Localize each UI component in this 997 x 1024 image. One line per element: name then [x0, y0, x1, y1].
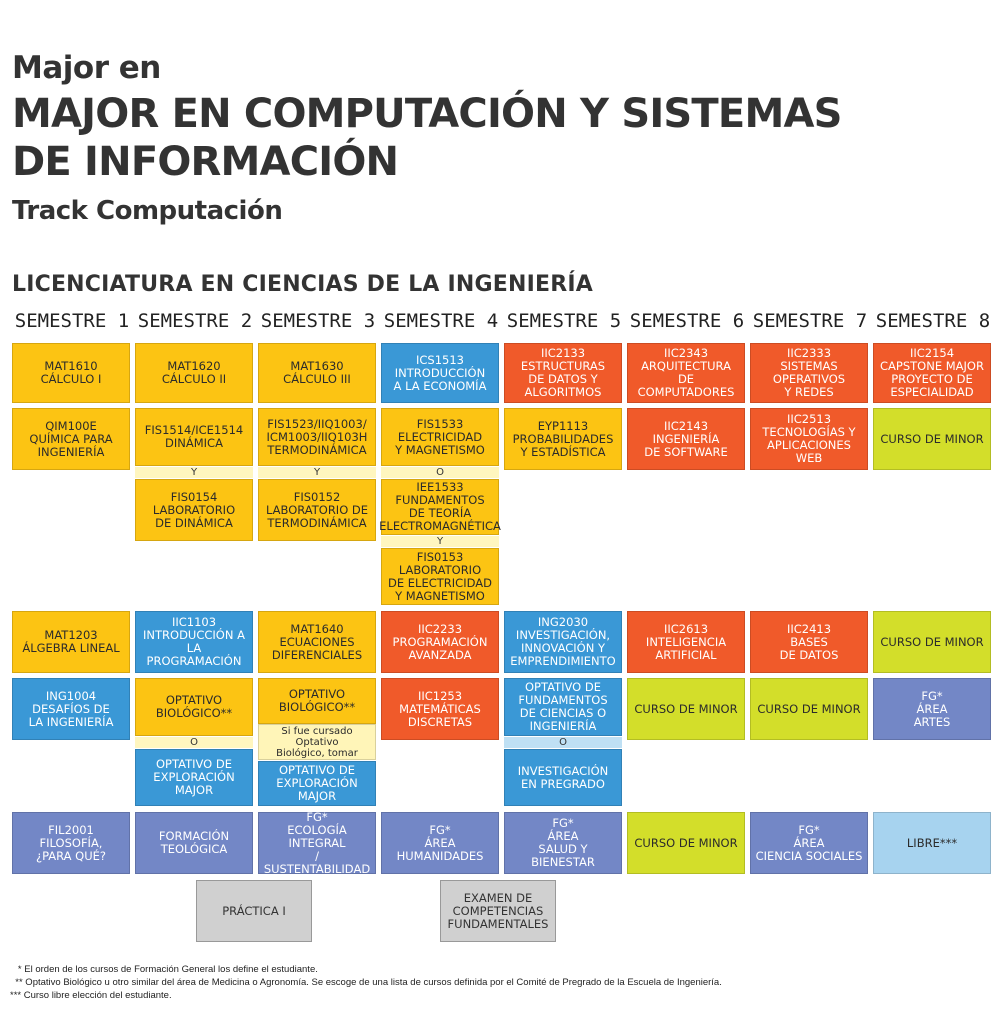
course-fg-humanidades: FG* ÁREA HUMANIDADES — [381, 812, 499, 874]
course-mat1620: MAT1620 CÁLCULO II — [135, 343, 253, 403]
semester-8-header: SEMESTRE 8 — [875, 310, 991, 332]
course-fis0153: FIS0153 LABORATORIO DE ELECTRICIDAD Y MA… — [381, 548, 499, 605]
track-title: Track Computación — [12, 196, 283, 226]
course-iic2413: IIC2413 BASES DE DATOS — [750, 611, 868, 673]
note-optativo: Si fue cursado Optativo Biológico, tomar — [258, 724, 376, 760]
course-optativo-biologico: OPTATIVO BIOLÓGICO** — [258, 678, 376, 724]
course-minor: CURSO DE MINOR — [750, 678, 868, 740]
course-mat1640: MAT1640 ECUACIONES DIFERENCIALES — [258, 611, 376, 673]
course-optativo-biologico: OPTATIVO BIOLÓGICO** — [135, 678, 253, 736]
major-prefix: Major en — [12, 50, 161, 86]
course-fg-salud: FG* ÁREA SALUD Y BIENESTAR — [504, 812, 622, 874]
connector-y: Y — [258, 467, 376, 478]
semester-6-header: SEMESTRE 6 — [629, 310, 745, 332]
course-iic2513: IIC2513 TECNOLOGÍAS Y APLICACIONES WEB — [750, 408, 868, 470]
course-optativo-exploracion: OPTATIVO DE EXPLORACIÓN MAJOR — [258, 761, 376, 806]
connector-y: Y — [135, 467, 253, 478]
connector-y: Y — [381, 536, 499, 547]
semester-5-header: SEMESTRE 5 — [506, 310, 622, 332]
footnote-2: ** Optativo Biológico u otro similar del… — [10, 977, 722, 988]
course-ics1513: ICS1513 INTRODUCCIÓN A LA ECONOMÍA — [381, 343, 499, 403]
course-iic2133: IIC2133 ESTRUCTURAS DE DATOS Y ALGORITMO… — [504, 343, 622, 403]
course-iic2143: IIC2143 INGENIERÍA DE SOFTWARE — [627, 408, 745, 470]
course-minor: CURSO DE MINOR — [627, 678, 745, 740]
examen-box: EXAMEN DE COMPETENCIAS FUNDAMENTALES — [440, 880, 556, 942]
course-minor: CURSO DE MINOR — [873, 408, 991, 470]
course-qim100e: QIM100E QUÍMICA PARA INGENIERÍA — [12, 408, 130, 470]
semester-1-header: SEMESTRE 1 — [14, 310, 130, 332]
course-iee1533: IEE1533 FUNDAMENTOS DE TEORÍA ELECTROMAG… — [379, 479, 501, 535]
course-fis1523: FIS1523/IIQ1003/ ICM1003/IIQ103H TERMODI… — [258, 408, 376, 466]
course-iic2613: IIC2613 INTELIGENCIA ARTIFICIAL — [627, 611, 745, 673]
course-fg-ecologia: FG* ECOLOGÍA INTEGRAL / SUSTENTABILIDAD — [258, 810, 376, 875]
course-optativo-exploracion: OPTATIVO DE EXPLORACIÓN MAJOR — [135, 749, 253, 806]
course-fis1533: FIS1533 ELECTRICIDAD Y MAGNETISMO — [381, 408, 499, 466]
course-fis0152: FIS0152 LABORATORIO DE TERMODINÁMICA — [258, 479, 376, 541]
course-fg-ciencias-sociales: FG* ÁREA CIENCIA SOCIALES — [750, 812, 868, 874]
practica-box: PRÁCTICA I — [196, 880, 312, 942]
footnotes: * El orden de los cursos de Formación Ge… — [10, 963, 722, 1002]
course-fis1514: FIS1514/ICE1514 DINÁMICA — [135, 408, 253, 466]
course-mat1203: MAT1203 ÁLGEBRA LINEAL — [12, 611, 130, 673]
footnote-1: * El orden de los cursos de Formación Ge… — [10, 964, 318, 975]
section-title: LICENCIATURA EN CIENCIAS DE LA INGENIERÍ… — [12, 272, 593, 297]
connector-o: O — [381, 467, 499, 478]
major-title: MAJOR EN COMPUTACIÓN Y SISTEMAS DE INFOR… — [12, 91, 842, 185]
course-libre: LIBRE*** — [873, 812, 991, 874]
course-ing1004: ING1004 DESAFÍOS DE LA INGENIERÍA — [12, 678, 130, 740]
course-investigacion-pregrado: INVESTIGACIÓN EN PREGRADO — [504, 749, 622, 806]
course-iic2343: IIC2343 ARQUITECTURA DE COMPUTADORES — [627, 343, 745, 403]
course-mat1630: MAT1630 CÁLCULO III — [258, 343, 376, 403]
course-iic2233: IIC2233 PROGRAMACIÓN AVANZADA — [381, 611, 499, 673]
course-fg-artes: FG* ÁREA ARTES — [873, 678, 991, 740]
course-mat1610: MAT1610 CÁLCULO I — [12, 343, 130, 403]
course-minor: CURSO DE MINOR — [627, 812, 745, 874]
course-minor: CURSO DE MINOR — [873, 611, 991, 673]
course-optativo-fundamentos: OPTATIVO DE FUNDAMENTOS DE CIENCIAS O IN… — [504, 678, 622, 736]
connector-o: O — [504, 737, 622, 748]
connector-o: O — [135, 737, 253, 748]
course-fis0154: FIS0154 LABORATORIO DE DINÁMICA — [135, 479, 253, 541]
course-iic2154: IIC2154 CAPSTONE MAJOR PROYECTO DE ESPEC… — [873, 343, 991, 403]
footnote-3: *** Curso libre elección del estudiante. — [10, 990, 172, 1001]
course-fil2001: FIL2001 FILOSOFÍA, ¿PARA QUÉ? — [12, 812, 130, 874]
course-ing2030: ING2030 INVESTIGACIÓN, INNOVACIÓN Y EMPR… — [504, 611, 622, 673]
semester-2-header: SEMESTRE 2 — [137, 310, 253, 332]
semester-4-header: SEMESTRE 4 — [383, 310, 499, 332]
course-formacion-teologica: FORMACIÓN TEOLÓGICA — [135, 812, 253, 874]
course-iic2333: IIC2333 SISTEMAS OPERATIVOS Y REDES — [750, 343, 868, 403]
semester-3-header: SEMESTRE 3 — [260, 310, 376, 332]
course-iic1103: IIC1103 INTRODUCCIÓN A LA PROGRAMACIÓN — [135, 611, 253, 673]
course-eyp1113: EYP1113 PROBABILIDADES Y ESTADÍSTICA — [504, 408, 622, 470]
semester-7-header: SEMESTRE 7 — [752, 310, 868, 332]
course-iic1253: IIC1253 MATEMÁTICAS DISCRETAS — [381, 678, 499, 740]
